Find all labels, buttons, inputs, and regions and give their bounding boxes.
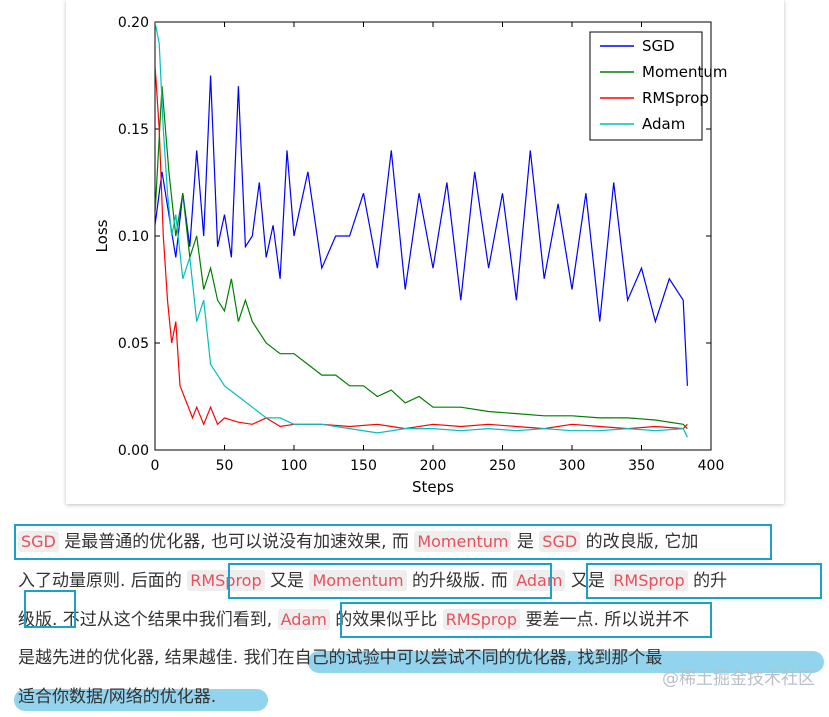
inline-code-sgd: SGD xyxy=(539,531,581,552)
text-segment: 是 xyxy=(511,532,540,552)
x-tick-label: 150 xyxy=(350,458,377,474)
loss-chart: 0 50 100 150 200 250 300 350 400 0.00 0.05 0.10 0.15… xyxy=(93,15,727,496)
watermark: @稀土掘金技术社区 xyxy=(662,669,815,689)
legend xyxy=(589,31,703,141)
x-tick-label: 300 xyxy=(559,458,586,474)
text-segment: 级版. 不过从这个结果中我们看到, xyxy=(18,610,278,630)
series-line-adam xyxy=(155,22,688,438)
inline-code-adam: Adam xyxy=(277,609,330,630)
legend-label: Momentum xyxy=(642,63,727,81)
y-tick-label: 0.05 xyxy=(118,336,149,352)
y-tick-label: 0.00 xyxy=(118,443,149,459)
paragraph-line-3: 级版. 不过从这个结果中我们看到, Adam 的效果似乎比 RMSprop 要差… xyxy=(18,600,826,639)
paragraph-line-5: 适合你数据/网络的优化器. xyxy=(18,678,826,717)
figure-card: 0 50 100 150 200 250 300 350 400 0.00 0.05 0.10 0.15… xyxy=(66,0,784,504)
text-segment: 是越先进的优化器, 结果越佳. 我们在自己的试验中可以尝试不同的优化器, 找到那… xyxy=(18,648,663,668)
inline-code-momentum: Momentum xyxy=(414,531,512,552)
paragraph-line-1: SGD 是最普通的优化器, 也可以说没有加速效果, 而 Momentum 是 S… xyxy=(18,522,826,561)
x-tick-label: 0 xyxy=(151,458,160,474)
text-segment: 的效果似乎比 xyxy=(329,610,443,630)
text-segment: 入了动量原则. 后面的 xyxy=(18,571,188,591)
highlight-box xyxy=(228,563,552,599)
article-text: SGD 是最普通的优化器, 也可以说没有加速效果, 而 Momentum 是 S… xyxy=(14,522,826,717)
x-tick-label: 250 xyxy=(489,458,516,474)
series-line-sgd xyxy=(155,75,688,386)
inline-code-rmsprop: RMSprop xyxy=(442,609,521,630)
inline-code-rmsprop: RMSprop xyxy=(187,570,265,591)
highlight-box xyxy=(340,602,712,638)
text-segment: 的升 xyxy=(687,571,728,591)
text-segment: 适合你数据/网络的优化器. xyxy=(18,687,217,707)
text-segment: 的改良版, 它加 xyxy=(580,532,699,552)
x-tick-label: 50 xyxy=(216,458,234,474)
highlighter-mark xyxy=(14,689,268,711)
highlight-box xyxy=(586,563,822,599)
highlight-box xyxy=(24,590,76,628)
legend-label: SGD xyxy=(642,37,675,55)
text-segment: 的升级版. 而 xyxy=(406,571,514,591)
highlight-box xyxy=(14,524,772,560)
series-line-momentum xyxy=(155,86,688,430)
legend-label: RMSprop xyxy=(642,89,709,107)
x-tick-label: 400 xyxy=(698,458,725,474)
highlighter-mark xyxy=(308,651,824,673)
inline-code-rmsprop: RMSprop xyxy=(610,570,688,591)
text-segment: 要差一点. 所以说并不 xyxy=(520,610,690,630)
x-tick-label: 200 xyxy=(420,458,447,474)
inline-code-sgd: SGD xyxy=(18,531,59,552)
paragraph-line-4: 是越先进的优化器, 结果越佳. 我们在自己的试验中可以尝试不同的优化器, 找到那… xyxy=(18,639,826,678)
y-tick-label: 0.15 xyxy=(118,122,149,138)
text-segment: 是最普通的优化器, 也可以说没有加速效果, 而 xyxy=(58,532,415,552)
x-tick-label: 100 xyxy=(281,458,308,474)
legend-label: Adam xyxy=(642,115,685,133)
text-segment: 又是 xyxy=(264,571,310,591)
inline-code-momentum: Momentum xyxy=(309,570,407,591)
y-axis-label: Loss xyxy=(93,219,111,252)
y-tick-label: 0.20 xyxy=(118,15,149,31)
x-axis-label: Steps xyxy=(412,478,454,496)
y-tick-label: 0.10 xyxy=(118,229,149,245)
x-tick-label: 350 xyxy=(628,458,655,474)
